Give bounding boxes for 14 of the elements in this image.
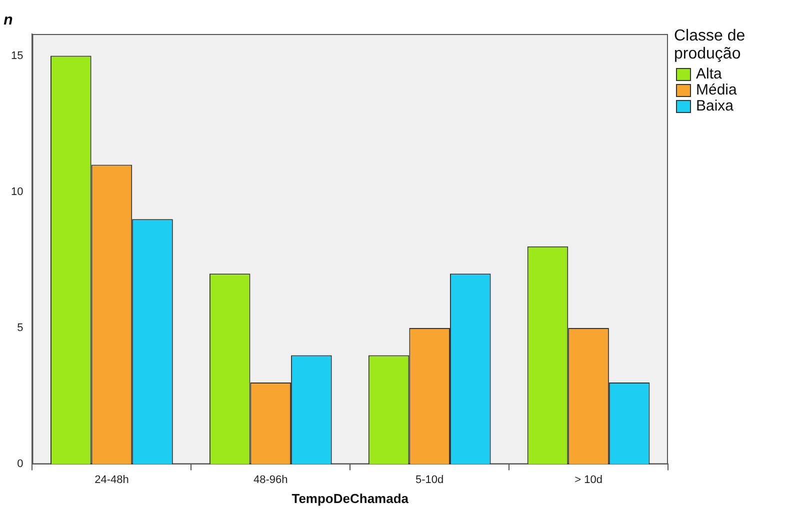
x-tick-label: > 10d xyxy=(574,474,602,486)
legend-title: Classe de produção xyxy=(674,27,746,62)
y-tick-label: 5 xyxy=(17,322,24,334)
x-axis-title: TempoDeChamada xyxy=(292,490,410,506)
y-axis-title: n xyxy=(4,12,13,29)
legend-label: Baixa xyxy=(696,98,734,115)
legend-label: Alta xyxy=(696,66,723,83)
x-tick-label: 48-96h xyxy=(254,474,288,486)
legend-label: Média xyxy=(696,82,738,99)
y-tick-label: 15 xyxy=(10,50,24,62)
y-tick-label: 0 xyxy=(17,458,24,470)
x-tick-label: 5-10d xyxy=(416,474,444,486)
x-tick-label: 24-48h xyxy=(94,474,129,486)
y-tick-label: 10 xyxy=(10,186,24,198)
